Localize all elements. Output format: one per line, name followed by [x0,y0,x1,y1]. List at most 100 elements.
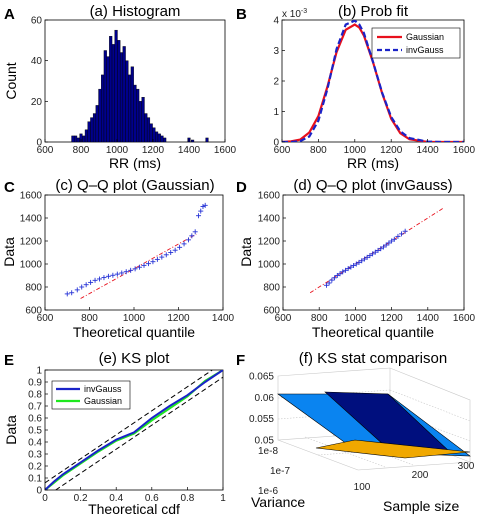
legend-invgauss-label: invGauss [406,45,444,55]
x-tick-label: 0.6 [145,493,159,504]
surface-sample-size-tick-label: 300 [458,461,475,472]
y-tick-label: 0.7 [28,402,42,413]
qq-point [189,233,195,239]
density-line-invgauss [282,20,464,142]
qq-point [137,264,143,270]
reference-line [80,233,197,299]
ks-legend-box [51,380,131,410]
qq-point [114,271,120,277]
x-tick-label: 1000 [344,145,367,156]
ks-line-invgauss [45,370,223,490]
histogram-bar [141,97,145,142]
y-tick-label: 0.9 [28,378,42,389]
qq-point [74,287,80,293]
qq-point [367,253,373,259]
qq-point [154,256,160,262]
y-tick-label: 2 [273,77,279,88]
histogram-bar [144,113,148,142]
ks-stat-title: (f) KS stat comparison [299,350,447,367]
histogram-bar [71,135,75,142]
ks-legend-invgauss-label: invGauss [84,384,122,394]
histogram-bar [98,88,102,142]
ks-plot-legend: invGauss Gaussian [51,380,131,410]
x-tick-label: 0.2 [74,493,88,504]
x-tick-label: 0 [42,493,48,504]
x-tick-label: 1600 [453,145,476,156]
ks-plot-panel: (e) KS plot 0 0.2 0.4 0.6 0.8 100.10.20.30.40… [3,350,226,517]
panel-letter-c: C [4,179,15,196]
surface-sample-size-tick-label: 100 [354,482,371,493]
y-tick-label: 0.6 [28,414,42,425]
histogram-bar [114,29,118,142]
y-tick-label: 60 [31,16,43,27]
qq-point [181,241,187,247]
panel-letter-d: D [236,179,247,196]
qq-point [348,264,354,270]
x-tick-label: 800 [81,313,98,324]
prob-fit-ticks: 600 800 1000 1200 1400 1600 0 1 2 3 4 [273,16,475,157]
histogram-bar [157,133,161,142]
qq-point [202,202,208,208]
x-tick-label: 1200 [142,145,165,156]
ks-legend-gaussian-label: Gaussian [84,396,122,406]
panel-letter-b: B [236,6,247,23]
qq-point [159,254,165,260]
y-tick-label: 40 [31,56,43,67]
y-tick-label: 0.2 [28,462,42,473]
histogram-bars [71,29,209,142]
y-tick-label: 1000 [258,260,281,271]
y-tick-label: 0.8 [28,390,42,401]
y-tick-label: 1 [273,107,279,118]
ks-upper-bound [45,370,213,484]
histogram-bar [146,117,151,142]
x-tick-label: 1600 [453,313,476,324]
reference-line [309,207,445,294]
histogram-bar [84,129,88,142]
x-tick-label: 1000 [106,145,129,156]
qq-point [370,251,376,257]
histogram-xlabel: RR (ms) [109,155,161,171]
qq-point [168,250,174,255]
prob-fit-legend: Gaussian invGauss [371,27,461,59]
prob-fit-exponent: x 10-3 [282,8,307,20]
qq-point [383,242,389,248]
qq-invgauss-xlabel: Theoretical quantile [312,324,434,340]
qq-point [110,272,116,278]
x-tick-label: 1200 [167,313,190,324]
y-tick-label: 0.1 [28,474,42,485]
surface-sample-size-label: Sample size [383,498,459,514]
histogram-bar [90,117,94,142]
histogram-bar [101,74,105,142]
y-tick-label: 800 [25,283,42,294]
histogram-bar [130,66,134,142]
qq-point [101,275,107,281]
qq-invgauss-title: (d) Q–Q plot (invGauss) [293,177,452,194]
qq-point [345,266,351,272]
qq-invgauss-plot [309,207,445,294]
histogram-bar [138,101,142,142]
qq-invgauss-panel: (d) Q–Q plot (invGauss) 600 800 1000 1200 14… [238,177,476,340]
x-tick-label: 1 [220,493,226,504]
qq-point [141,262,147,268]
histogram-bar [76,137,80,142]
prob-fit-legend-box [371,27,461,59]
x-tick-label: 1200 [380,313,403,324]
surface-z-tick-label: 0.06 [255,393,275,404]
histogram-bar [191,139,195,142]
x-tick-label: 1600 [214,145,237,156]
y-tick-label: 600 [25,306,42,317]
ks-plot-xlabel: Theoretical cdf [88,501,180,517]
x-tick-label: 0.4 [109,493,123,504]
x-tick-label: 1400 [212,313,235,324]
histogram-bar [74,135,78,142]
qq-point [340,269,346,275]
surface-z-tick-label: 0.065 [249,372,274,383]
surface-variance-tick-label: 1e-8 [258,446,278,457]
x-tick-label: 1400 [416,145,439,156]
surface-variance-label: Variance [251,494,305,510]
x-tick-label: 1400 [178,145,201,156]
qq-point [105,273,111,279]
x-tick-label: 600 [37,313,54,324]
surface-variance-tick-label: 1e-7 [270,466,290,477]
prob-fit-panel: (b) Prob fit 600 800 1000 1200 1400 1600 0 1 2 3 4… [273,3,475,171]
